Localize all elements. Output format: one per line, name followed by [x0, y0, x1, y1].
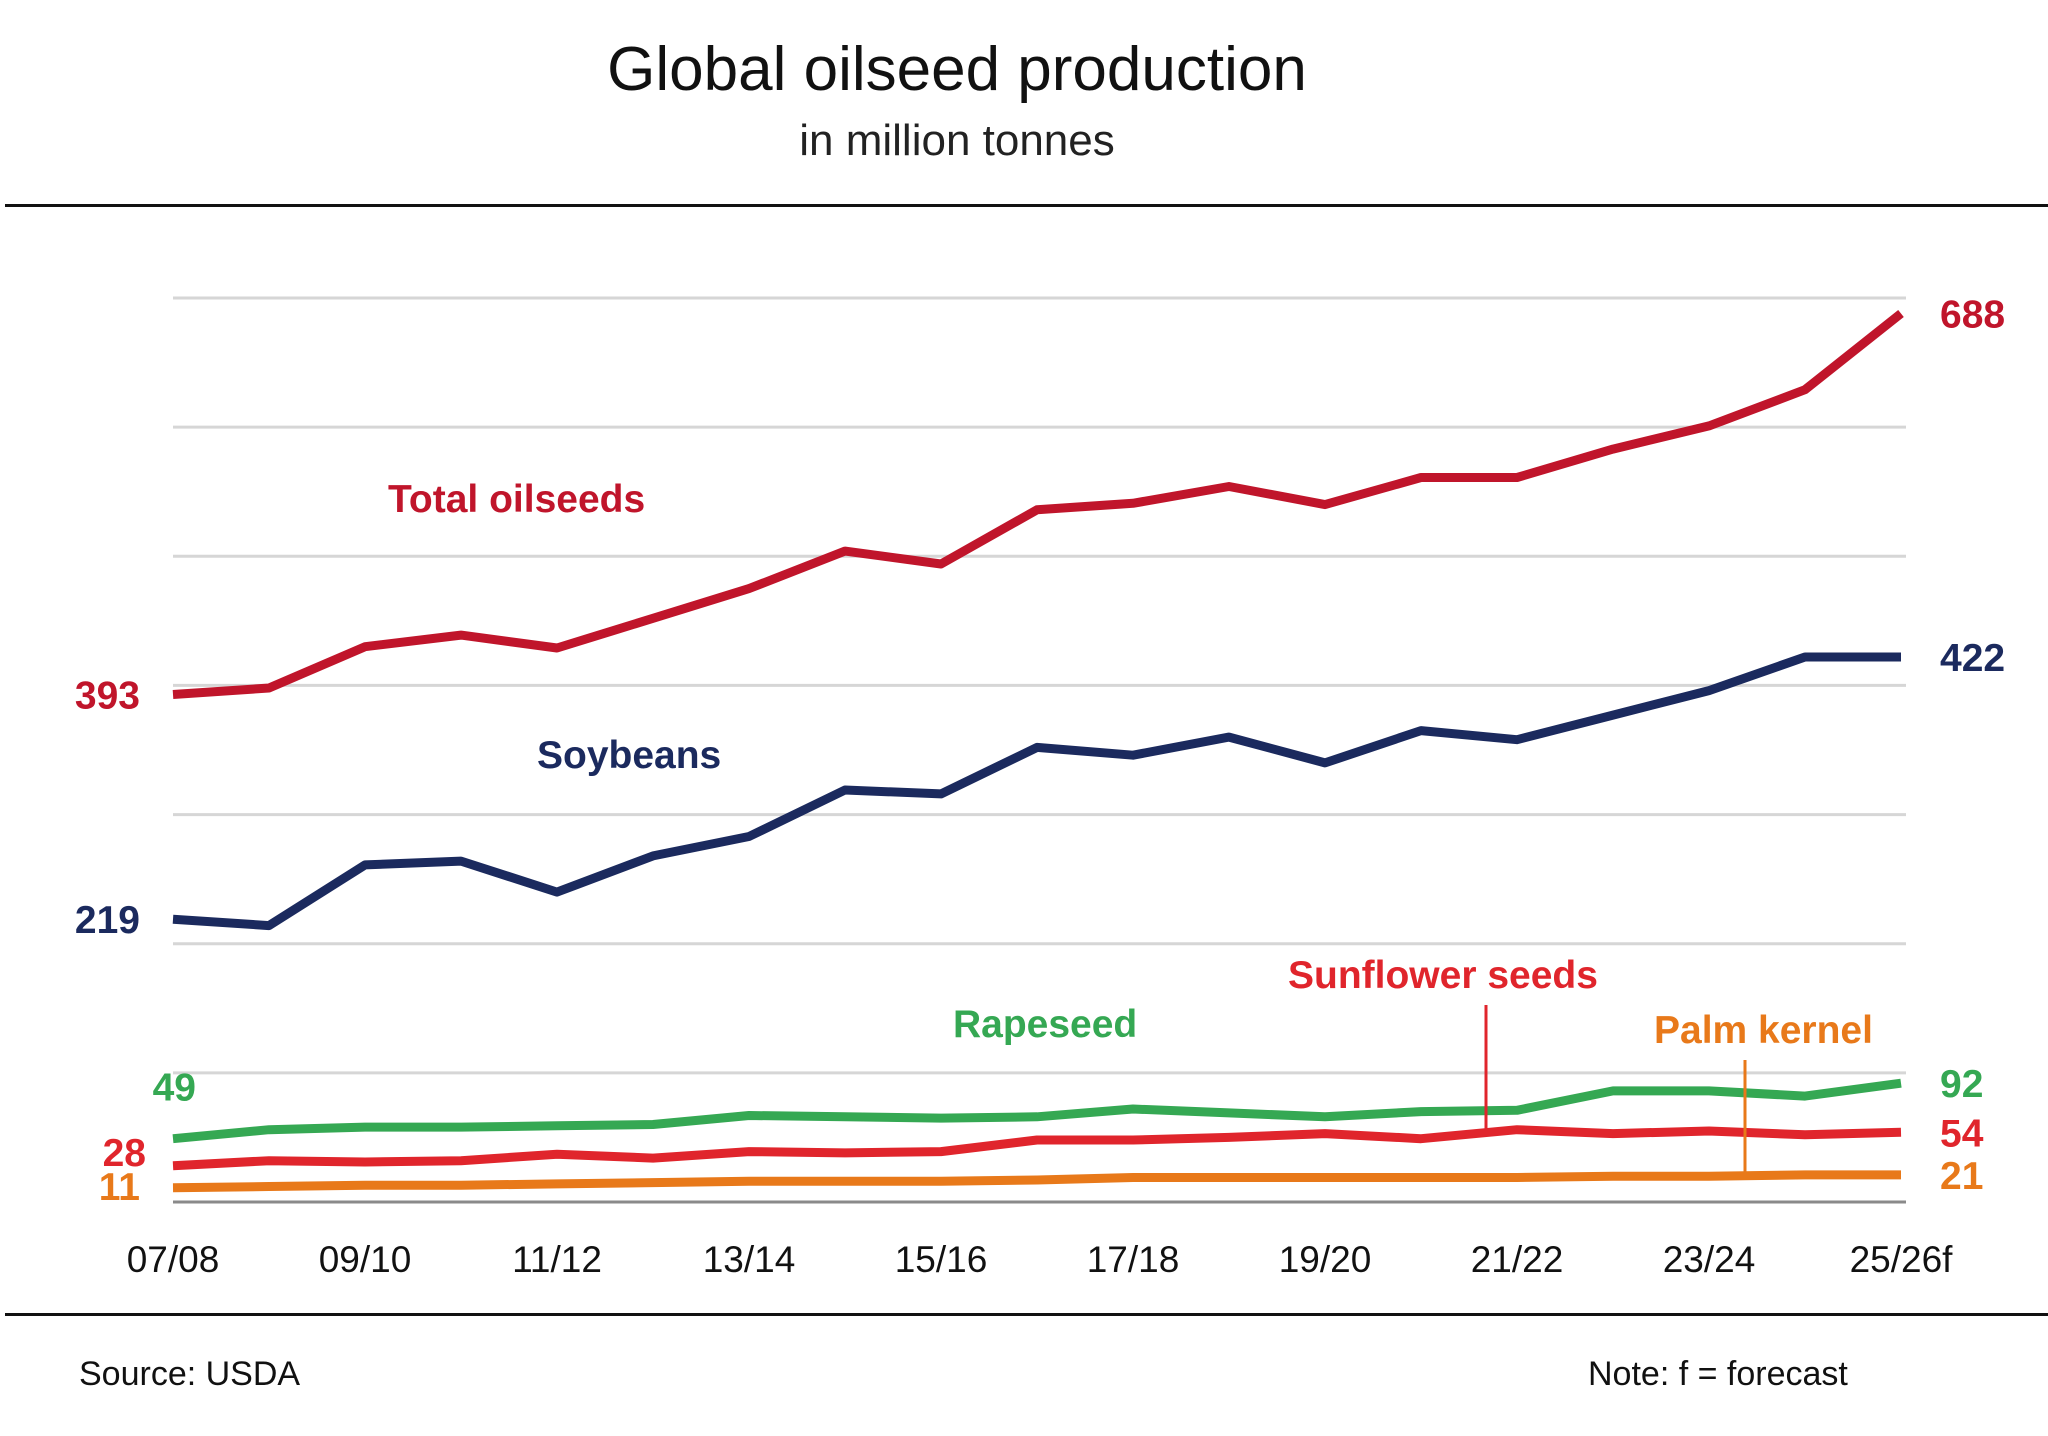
series-line [172, 1078, 1902, 1144]
series-line [172, 309, 1904, 699]
series-end-value: 688 [1940, 293, 2005, 336]
x-tick-label: 25/26f [1850, 1239, 1954, 1280]
series-start-value: 393 [75, 674, 140, 717]
series-end-value: 422 [1940, 637, 2005, 680]
series-end-value: 54 [1940, 1112, 1984, 1155]
series-line [172, 1170, 1901, 1193]
x-tick-label: 21/22 [1471, 1239, 1564, 1280]
x-tick-label: 15/16 [895, 1239, 988, 1280]
series-end-value: 21 [1940, 1155, 1983, 1198]
x-tick-label: 13/14 [703, 1239, 796, 1280]
series-line [172, 652, 1901, 931]
series-name-label: Total oilseeds [388, 478, 645, 521]
x-tick-label: 07/08 [127, 1239, 220, 1280]
series-start-value: 11 [99, 1166, 140, 1209]
x-tick-label: 23/24 [1663, 1239, 1756, 1280]
x-tick-label: 09/10 [319, 1239, 412, 1280]
series-name-label: Soybeans [537, 734, 721, 777]
x-tick-label: 19/20 [1279, 1239, 1372, 1280]
series-start-value: 49 [153, 1067, 196, 1110]
chart-subtitle: in million tonnes [799, 116, 1115, 165]
x-tick-label: 11/12 [512, 1239, 602, 1280]
series-name-label: Palm kernel [1654, 1009, 1873, 1052]
series-name-label: Sunflower seeds [1288, 954, 1598, 997]
series-name-label: Rapeseed [953, 1003, 1137, 1046]
series-end-value: 92 [1940, 1063, 1983, 1106]
series-start-value: 219 [75, 899, 140, 942]
source-note: Source: USDA [79, 1355, 301, 1393]
series-line [172, 1125, 1902, 1171]
forecast-note: Note: f = forecast [1588, 1355, 1848, 1393]
line-chart: 07/08 09/10 11/12 13/14 15/16 17/18 19/20 21/22… [75, 293, 2005, 1280]
chart-title: Global oilseed production [607, 35, 1307, 104]
top-divider [5, 204, 2048, 207]
x-tick-label: 17/18 [1087, 1239, 1180, 1280]
series-start-value: 28 [103, 1132, 146, 1175]
bottom-divider [5, 1313, 2048, 1316]
